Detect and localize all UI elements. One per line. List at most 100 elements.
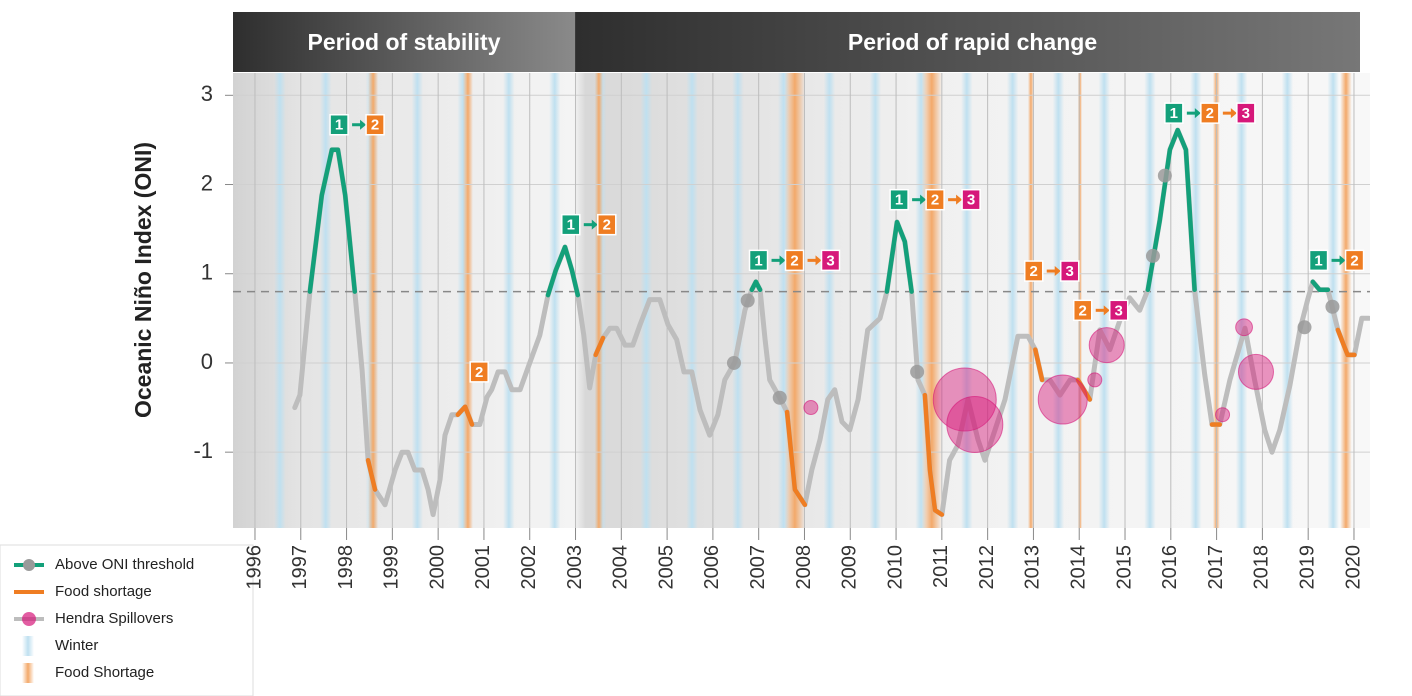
badge-label: 2: [475, 364, 483, 381]
badge-label: 2: [1030, 263, 1038, 280]
series-line: [365, 327, 1357, 517]
x-tick-label: 1998: [335, 545, 357, 590]
legend-label: Food shortage: [55, 583, 152, 600]
badge-box: [1308, 249, 1329, 272]
legend-item: Winter: [22, 636, 98, 656]
winter-band: [1006, 73, 1019, 528]
spillover-bubble: [1037, 374, 1088, 425]
legend-item: Hendra Spillovers: [14, 610, 173, 627]
legend-item: Food shortage: [14, 583, 152, 600]
winter-band: [1098, 73, 1110, 528]
badge-box: [329, 113, 349, 136]
x-tick-label: 2003: [564, 545, 586, 590]
badge-box: [1236, 102, 1256, 124]
badge-box: [1059, 260, 1080, 282]
badge-box: [961, 188, 981, 211]
legend-item: Above ONI threshold: [14, 556, 194, 573]
legend-swatch: [22, 663, 34, 683]
badge-label: 2: [931, 192, 939, 209]
winter-band: [686, 73, 698, 528]
badge-label: 1: [1170, 105, 1178, 122]
badge-label: 2: [1079, 302, 1087, 319]
grey-marker: [726, 355, 741, 370]
annotation-badge: 1 2 3: [1164, 102, 1256, 124]
badge-box: [561, 213, 581, 236]
spillover-bubble: [1235, 318, 1253, 337]
badge-label: 3: [967, 192, 975, 209]
badge-arrowhead: [779, 255, 786, 266]
x-tick-label: 2001: [472, 545, 494, 590]
badge-label: 2: [603, 217, 611, 234]
badge-label: 1: [335, 117, 343, 134]
y-axis-label: Oceanic Niño Index (ONI): [130, 142, 156, 418]
badge-label: 1: [754, 252, 762, 269]
badge-box: [597, 213, 617, 236]
badge-box: [889, 188, 909, 211]
badge-label: 2: [1350, 252, 1358, 269]
food-shortage-band: [921, 73, 942, 528]
grey-marker: [910, 364, 925, 379]
x-tick-label: 2019: [1296, 545, 1318, 590]
badge-label: 3: [826, 252, 834, 269]
legend-dot: [22, 612, 36, 626]
food-shortage-band: [1340, 73, 1352, 528]
annotation-badge: 2: [469, 361, 489, 383]
x-tick-label: 2013: [1022, 545, 1044, 590]
badge-arrowhead: [1230, 108, 1237, 119]
legend-label: Food Shortage: [55, 664, 154, 681]
grey-marker: [772, 390, 787, 405]
x-tick-label: 2018: [1251, 545, 1273, 590]
annotation-badge: 1 2 3: [748, 249, 841, 272]
spillover-bubble: [803, 400, 819, 416]
legend-label: Winter: [55, 637, 98, 654]
badge-arrowhead: [920, 194, 927, 205]
badge-box: [820, 249, 841, 272]
x-tick-label: 2010: [884, 545, 906, 590]
badge-label: 3: [1242, 105, 1250, 122]
grey-marker: [1157, 168, 1172, 183]
x-tick-label: 2000: [426, 545, 448, 590]
x-tick-label: 1997: [289, 545, 311, 590]
grey-marker: [740, 293, 755, 308]
winter-band: [915, 73, 927, 528]
x-tick-label: 2015: [1113, 545, 1135, 590]
badge-box: [784, 249, 805, 272]
x-tick-label: 2020: [1342, 545, 1364, 590]
winter-band: [640, 73, 652, 528]
food-shortage-band: [784, 73, 805, 528]
winter-band: [961, 73, 973, 528]
badge-box: [925, 188, 945, 211]
food-shortage-band: [1027, 73, 1034, 528]
winter-band: [1281, 73, 1294, 528]
spillover-bubble: [1215, 407, 1231, 423]
badge-box: [469, 361, 489, 383]
winter-band: [777, 73, 790, 528]
winter-band: [823, 73, 836, 528]
badge-label: 3: [1115, 302, 1123, 319]
period-label: Period of stability: [308, 29, 501, 55]
x-tick-label: 2005: [655, 545, 677, 590]
food-shortage-band: [368, 73, 379, 528]
grey-marker: [1325, 299, 1340, 314]
badge-label: 1: [895, 192, 903, 209]
badge-box: [748, 249, 769, 272]
x-tick-label: 2017: [1205, 545, 1227, 590]
winter-band: [869, 73, 881, 528]
badge-arrowhead: [1339, 255, 1346, 266]
badge-label: 3: [1066, 263, 1074, 280]
badge-arrowhead: [815, 255, 822, 266]
badge-arrowhead: [1103, 305, 1110, 316]
legend-label: Above ONI threshold: [55, 556, 194, 573]
plot-area: [233, 73, 1370, 528]
badge-label: 2: [371, 117, 379, 134]
x-tick-label: 1996: [243, 545, 265, 590]
spillover-bubble: [1237, 353, 1274, 390]
x-tick-label: 2011: [930, 545, 952, 588]
badge-box: [1072, 299, 1093, 322]
winter-band: [411, 73, 424, 528]
